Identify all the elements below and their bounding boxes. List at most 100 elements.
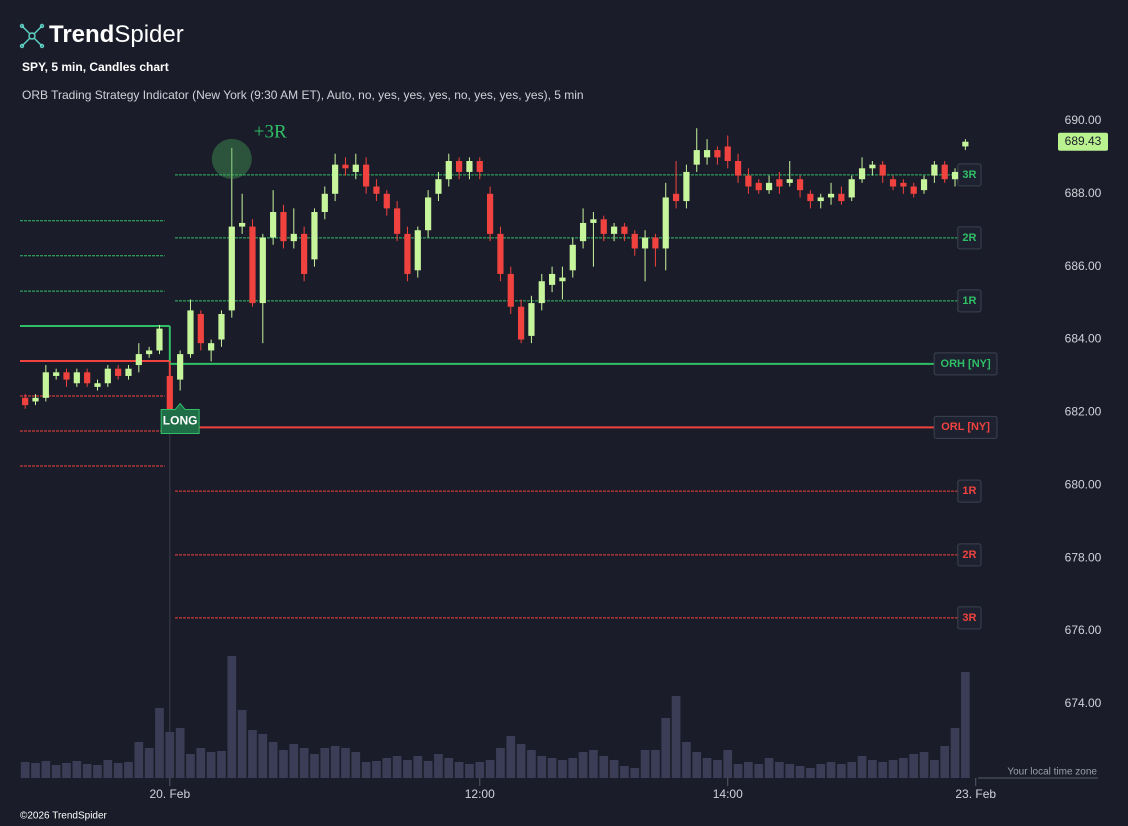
x-tick-label: 23. Feb <box>955 787 996 801</box>
candle-body <box>321 193 328 213</box>
volume-bar <box>382 758 392 778</box>
candle-body <box>125 368 132 376</box>
volume-bar <box>175 728 185 778</box>
level-label-box <box>957 479 982 503</box>
candle-body <box>218 314 225 340</box>
volume-bar <box>361 762 371 778</box>
candle-body <box>249 226 256 304</box>
candle-body <box>507 273 514 307</box>
candle-body <box>466 161 473 172</box>
volume-bar <box>568 758 578 778</box>
candle-body <box>652 237 659 249</box>
candle-body <box>745 175 752 187</box>
candle-body <box>600 219 607 234</box>
candle-body <box>104 368 111 384</box>
volume-bar <box>444 758 454 778</box>
candle-body <box>538 281 545 304</box>
y-tick-label: 682.00 <box>1065 405 1102 419</box>
volume-bar <box>806 768 815 778</box>
y-tick-label: 678.00 <box>1065 550 1102 564</box>
volume-bar <box>661 718 671 778</box>
candle-body <box>920 179 928 191</box>
volume-bar <box>620 766 629 778</box>
volume-bar <box>186 754 195 778</box>
candle-body <box>84 372 91 384</box>
candle-body <box>951 171 959 180</box>
volume-bar <box>434 754 443 778</box>
volume-bar <box>950 728 960 778</box>
volume-bar <box>537 756 547 778</box>
volume-bar <box>640 750 650 778</box>
volume-bar <box>206 752 216 778</box>
candle-body <box>683 171 690 202</box>
candle-body <box>889 179 897 187</box>
x-tick-label: 14:00 <box>713 787 743 801</box>
volume-bar <box>330 746 340 778</box>
volume-bar <box>413 756 423 778</box>
volume-bar <box>144 748 154 778</box>
volume-bar <box>165 732 175 778</box>
volume-bar <box>899 758 908 778</box>
volume-bar <box>857 756 867 778</box>
volume-bar <box>506 736 516 778</box>
candle-body <box>280 212 287 242</box>
volume-bar <box>82 764 92 778</box>
volume-bar <box>51 765 61 778</box>
volume-bar <box>909 754 919 778</box>
candle-body <box>714 150 721 158</box>
candle-body <box>135 354 142 366</box>
candle-body <box>332 164 339 194</box>
candle-body <box>517 306 525 340</box>
level-label-box <box>957 606 982 630</box>
candle-body <box>228 226 235 311</box>
candle-body <box>456 161 463 172</box>
candle-body <box>703 150 711 158</box>
candle-body <box>311 212 318 260</box>
volume-bar <box>20 762 30 778</box>
volume-bar <box>279 750 288 778</box>
candle-body <box>394 208 401 234</box>
candle-body <box>941 164 948 180</box>
volume-bar <box>651 750 660 778</box>
candle-body <box>177 354 184 380</box>
volume-bar <box>868 760 877 778</box>
volume-bar <box>475 762 485 778</box>
candle-body <box>73 372 80 384</box>
candle-body <box>373 186 380 194</box>
candle-body <box>900 182 907 187</box>
level-label: 2R <box>962 232 976 244</box>
candle-body <box>259 237 266 304</box>
candle-body <box>487 193 494 234</box>
level-label-box <box>933 415 998 439</box>
volume-bar <box>919 752 929 778</box>
volume-bar <box>496 748 505 778</box>
candle-body <box>528 303 535 336</box>
candle-body <box>838 193 845 202</box>
level-label: ORH [NY] <box>941 358 991 370</box>
candle-body <box>425 197 432 231</box>
candle-body <box>621 226 628 234</box>
candle-body <box>404 233 411 274</box>
volume-bar <box>878 762 888 778</box>
candle-body <box>115 368 122 376</box>
candle-body <box>827 193 835 198</box>
volume-bar <box>816 764 826 778</box>
volume-bar <box>826 762 836 778</box>
brand-light: Spider <box>114 21 183 48</box>
y-tick-label: 674.00 <box>1065 696 1102 710</box>
volume-bar <box>372 761 381 778</box>
candle-body <box>270 212 277 238</box>
level-label: 1R <box>962 485 976 497</box>
volume-bar <box>155 708 164 778</box>
volume-bar <box>609 760 619 778</box>
volume-bar <box>485 760 495 778</box>
last-price-label: 689.43 <box>1065 134 1102 148</box>
volume-bar <box>217 751 226 778</box>
candle-body <box>476 161 483 172</box>
volume-bar <box>589 750 598 778</box>
candle-body <box>776 179 783 187</box>
volume-bar <box>227 656 237 778</box>
last-price-box <box>1058 132 1108 151</box>
